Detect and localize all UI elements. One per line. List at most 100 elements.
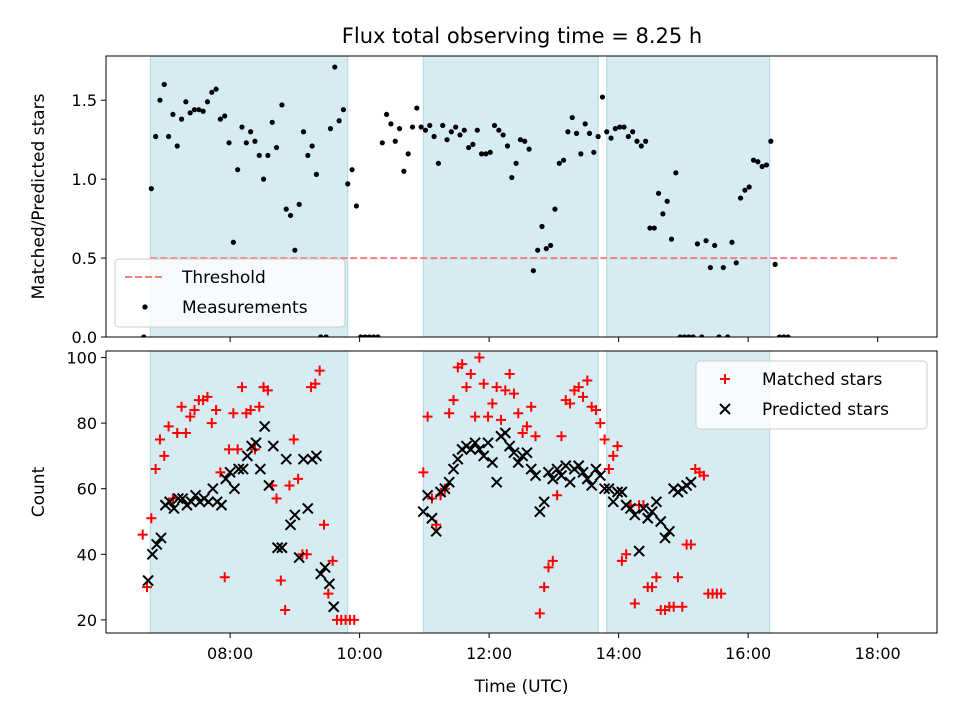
matched-star-point xyxy=(478,378,489,389)
measurement-point xyxy=(733,260,739,266)
predicted-star-point xyxy=(633,545,645,557)
matched-star-point xyxy=(154,434,165,445)
x-tick-label: 10:00 xyxy=(337,644,383,663)
measurement-point xyxy=(729,239,735,245)
legend-matched-label: Matched stars xyxy=(762,370,882,390)
measurement-point xyxy=(141,334,147,337)
measurement-point xyxy=(595,133,601,140)
measurement-point xyxy=(230,239,236,245)
measurement-point xyxy=(153,133,159,140)
measurement-point xyxy=(474,127,480,133)
measurement-point xyxy=(586,130,593,136)
matched-star-point xyxy=(150,464,161,475)
measurement-point xyxy=(763,162,770,168)
predicted-star-point xyxy=(663,525,676,538)
matched-star-point xyxy=(206,418,217,429)
matched-star-point xyxy=(612,441,623,452)
measurement-point xyxy=(345,181,351,187)
x-tick-label: 16:00 xyxy=(725,644,771,663)
measurement-point xyxy=(388,121,394,127)
predicted-star-point xyxy=(276,542,288,554)
measurement-point xyxy=(638,143,644,149)
measurement-point xyxy=(560,157,567,163)
measurement-point xyxy=(431,133,437,140)
predicted-star-point xyxy=(310,450,323,462)
matched-star-point xyxy=(323,588,334,599)
measurement-point xyxy=(621,124,627,130)
predicted-star-point xyxy=(555,469,568,482)
predicted-star-point xyxy=(659,532,671,544)
measurement-point xyxy=(418,124,424,130)
measurement-point xyxy=(265,152,271,159)
matched-star-point xyxy=(461,382,472,393)
measurement-point xyxy=(349,167,355,173)
measurement-point xyxy=(651,225,657,231)
y-tick-label: 100 xyxy=(66,349,97,368)
matched-star-point xyxy=(189,405,200,416)
matched-star-point xyxy=(578,391,589,402)
measurement-point xyxy=(742,187,748,193)
measurement-point xyxy=(569,114,575,121)
measurement-point xyxy=(292,247,298,253)
measurement-point xyxy=(660,211,666,217)
predicted-star-point xyxy=(215,499,228,511)
measurement-point xyxy=(750,157,757,163)
axes-frame xyxy=(105,350,938,634)
bottom-panel: 20 40 60 80 100 08:00 10:00 12:00 14:00 16:00 18:0… xyxy=(29,349,938,697)
measurement-point xyxy=(504,143,511,149)
matched-star-point xyxy=(629,598,640,609)
measurement-point xyxy=(582,121,588,127)
measurement-point xyxy=(440,122,446,129)
legend-predicted-label: Predicted stars xyxy=(762,400,889,420)
predicted-star-point xyxy=(585,479,598,492)
matched-star-point xyxy=(146,513,157,524)
measurement-point xyxy=(617,124,623,130)
matched-star-point xyxy=(448,395,459,406)
predicted-star-point xyxy=(624,502,637,515)
measurement-point xyxy=(283,206,289,212)
predicted-star-point xyxy=(499,427,512,439)
matched-star-point xyxy=(651,572,662,583)
predicted-star-point xyxy=(465,443,477,456)
measurement-point xyxy=(552,206,558,212)
measurement-point xyxy=(239,124,245,130)
matched-star-point xyxy=(616,555,627,566)
measurement-point xyxy=(204,99,211,105)
measurement-point xyxy=(313,171,320,177)
predicted-star-point xyxy=(646,505,658,518)
predicted-star-point xyxy=(142,574,154,587)
matched-star-point xyxy=(422,411,433,422)
measurement-point xyxy=(746,184,752,190)
measurement-point xyxy=(712,242,718,249)
measurement-point xyxy=(148,186,154,192)
predicted-star-point xyxy=(237,463,249,475)
predicted-star-point xyxy=(289,509,301,521)
matched-star-point xyxy=(573,382,584,393)
measurement-point xyxy=(478,151,485,157)
x-tick-label: 14:00 xyxy=(596,644,642,663)
predicted-star-point xyxy=(172,492,185,505)
predicted-star-point xyxy=(547,473,559,485)
predicted-star-point xyxy=(176,492,189,505)
measurement-point xyxy=(183,99,189,105)
matched-star-point xyxy=(513,408,524,419)
matched-star-point xyxy=(716,588,727,599)
measurement-point xyxy=(323,334,329,337)
y-axis-label: Matched/Predicted stars xyxy=(29,93,49,299)
measurement-point xyxy=(591,149,597,155)
predicted-star-point xyxy=(146,548,159,561)
measurement-point xyxy=(309,143,315,149)
measurement-point xyxy=(625,133,631,140)
predicted-star-point xyxy=(250,437,262,449)
predicted-star-point xyxy=(155,532,167,544)
measurement-point xyxy=(461,127,467,133)
legend-box xyxy=(114,258,346,328)
predicted-star-point xyxy=(430,525,442,538)
measurement-point xyxy=(174,143,180,149)
measurement-point xyxy=(340,107,347,113)
predicted-star-point xyxy=(207,483,219,495)
measurement-point xyxy=(409,124,416,130)
matched-star-point xyxy=(142,582,153,593)
chart-title: Flux total observing time = 8.25 h xyxy=(342,24,702,48)
predicted-star-point xyxy=(328,601,340,613)
